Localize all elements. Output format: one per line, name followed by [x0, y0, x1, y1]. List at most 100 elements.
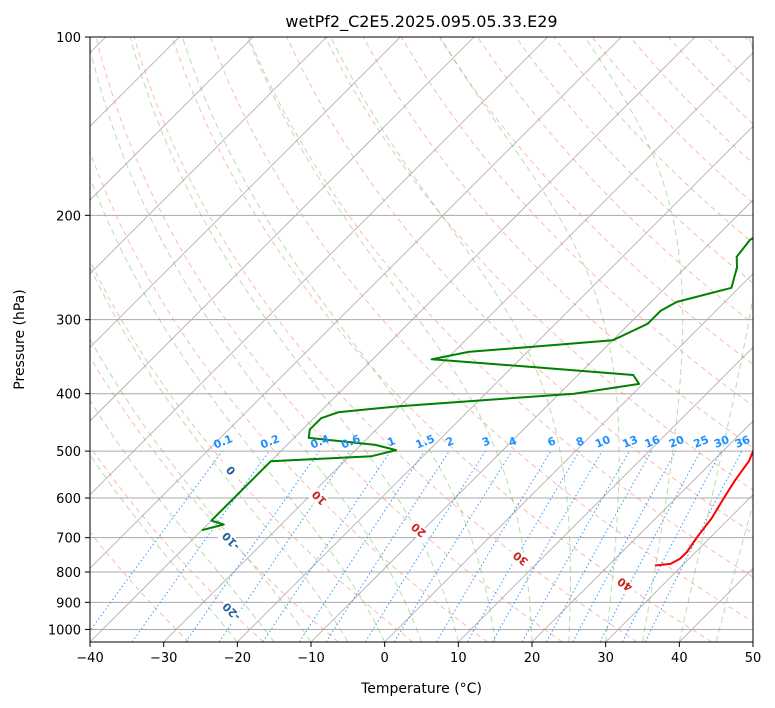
dry-adiabat-60: [248, 37, 753, 578]
y-tick-label-600: 600: [56, 492, 81, 507]
x-tick-label--40: −40: [76, 651, 103, 666]
moist-adiabat-25: [330, 37, 571, 642]
dry-adiabat--30: [90, 531, 190, 642]
y-tick-label-200: 200: [56, 209, 81, 224]
y-tick-label-900: 900: [56, 596, 81, 611]
mixing-ratio-label-5: 1.5: [414, 432, 437, 451]
dry-adiabat-label-bg-10: [217, 457, 244, 485]
dry-adiabat-80: [324, 37, 753, 491]
isotherm-30: [605, 494, 753, 642]
isotherm-40: [679, 567, 753, 642]
dry-adiabat-110: [438, 37, 753, 365]
isotherm--10: [310, 199, 753, 642]
mixing-ratio-label-17: 36: [733, 433, 752, 451]
moist-adiabat-45: [715, 502, 753, 642]
chart-title: wetPf2_C2E5.2025.095.05.33.E29: [285, 12, 557, 32]
moist-adiabat--5: [90, 266, 349, 642]
moist-adiabat-10: [129, 37, 459, 642]
moist-adiabat-5: [90, 46, 422, 642]
y-tick-label-300: 300: [56, 314, 81, 329]
dry-adiabat-label-bg-12: [404, 517, 432, 544]
y-tick-label-1000: 1000: [48, 623, 81, 638]
x-tick-label--30: −30: [150, 651, 177, 666]
dry-adiabat-140: [553, 37, 753, 244]
mixing-ratio-line-12: [521, 450, 630, 642]
dry-adiabat-0: [90, 259, 414, 642]
dry-adiabat-label-bg-13: [506, 546, 534, 572]
isotherm--30: [163, 52, 753, 642]
dry-adiabat-10: [90, 150, 488, 642]
mixing-ratio-line-6: [325, 450, 450, 642]
x-tick-label-10: 10: [450, 651, 467, 666]
y-axis-label: Pressure (hPa): [12, 289, 28, 389]
mixing-ratio-label-4: 1: [385, 434, 397, 449]
y-tick-label-400: 400: [56, 388, 81, 403]
mixing-ratio-label-14: 20: [667, 433, 686, 451]
isotherm-0: [384, 273, 753, 642]
mixing-ratio-line-7: [364, 450, 486, 642]
y-axis: 100 200 300 400 500 600 700 800 900 1000: [48, 31, 90, 638]
moist-adiabat-0: [90, 175, 386, 642]
isotherm--60: [90, 37, 548, 496]
isotherm--90: [90, 37, 327, 275]
x-tick-label-20: 20: [524, 651, 541, 666]
mixing-ratio-label-6: 2: [444, 434, 456, 449]
mixing-ratio-label-3: 0.6: [339, 432, 362, 451]
dry-adiabat-70: [286, 37, 753, 534]
mixing-ratio-line-2: [185, 450, 320, 642]
mixing-ratio-line-13: [545, 450, 653, 642]
plot-frame: [89, 36, 754, 643]
mixing-ratio-line-3: [218, 450, 351, 642]
moist-adiabat-15: [181, 37, 496, 642]
temperature-line: [654, 449, 753, 567]
isotherm-20: [531, 420, 753, 642]
dry-adiabat-30: [133, 37, 638, 642]
mixing-ratio-label-12: 13: [621, 433, 640, 451]
moist-adiabat--20: [90, 453, 238, 642]
mixing-ratio-line-1: [131, 450, 270, 642]
mixing-ratio-label-0: 0.1: [212, 432, 235, 451]
mixing-ratio-label-7: 3: [480, 434, 492, 449]
mixing-ratio-line-8: [393, 450, 513, 642]
mixing-ratio-line-14: [572, 450, 677, 642]
moist-adiabat-35: [584, 37, 684, 642]
dry-adiabat-20: [95, 37, 563, 642]
y-tick-label-700: 700: [56, 532, 81, 547]
moist-adiabat-40: [678, 37, 753, 642]
mixing-ratio-label-1: 0.2: [258, 432, 281, 451]
background-lines: [90, 37, 753, 642]
x-axis: −40 −30 −20 −10 0 10 20 30 40 50: [76, 642, 761, 666]
x-axis-label: Temperature (°C): [360, 681, 482, 697]
y-tick-label-500: 500: [56, 445, 81, 460]
dry-adiabat-190: [744, 37, 753, 47]
dry-adiabat-120: [477, 37, 753, 325]
mixing-ratio-label-11: 10: [593, 433, 612, 451]
dry-adiabat-50: [210, 37, 753, 623]
isotherm--40: [90, 37, 696, 642]
mixing-ratio-label-15: 25: [692, 433, 711, 451]
profile-lines: [201, 236, 753, 567]
x-tick-label-30: 30: [597, 651, 614, 666]
mixing-ratio-label-8: 4: [507, 434, 519, 449]
dry-adiabat-label-bg-8: [217, 599, 245, 626]
mixing-ratio-line-0: [90, 450, 223, 632]
dry-adiabat-180: [706, 37, 753, 86]
y-tick-label-800: 800: [56, 566, 81, 581]
dry-adiabat-170: [668, 37, 753, 125]
x-tick-label-50: 50: [745, 651, 762, 666]
moist-adiabat-20: [246, 37, 533, 642]
mixing-ratio-line-11: [491, 450, 603, 642]
mixing-ratio-label-10: 8: [574, 434, 586, 449]
dewpoint-line: [201, 236, 753, 532]
isotherm--50: [90, 37, 622, 569]
moist-adiabat--10: [90, 338, 312, 642]
isotherm--20: [237, 125, 753, 642]
dry-adiabat--10: [90, 355, 339, 642]
dry-adiabat-label-bg-9: [217, 528, 244, 555]
dry-adiabat-label-bg-14: [610, 572, 638, 598]
isotherm--80: [90, 37, 401, 348]
mixing-ratio-line-9: [435, 450, 552, 642]
mixing-ratio-label-13: 16: [643, 433, 662, 451]
dry-adiabat-100: [400, 37, 753, 407]
